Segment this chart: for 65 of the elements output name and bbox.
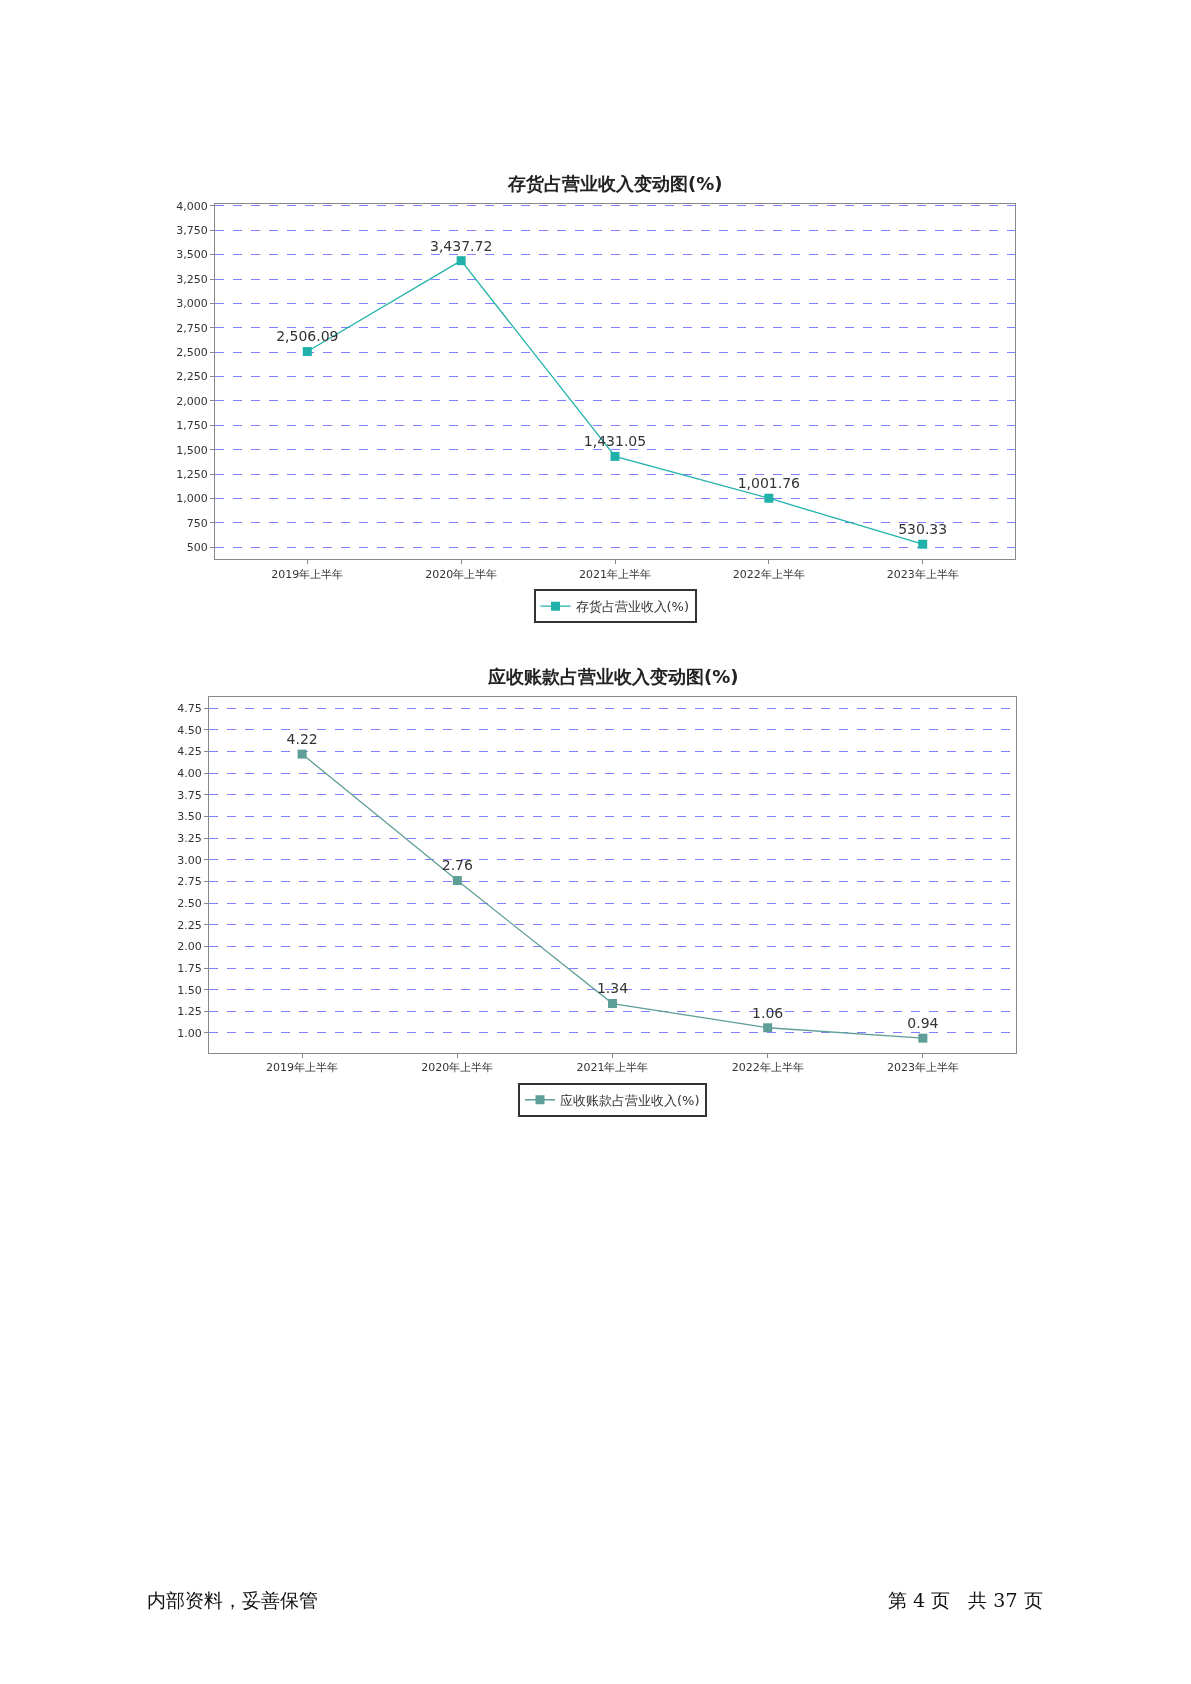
y-tick-label: 2,500	[176, 345, 208, 359]
y-tick-label: 3.50	[177, 810, 202, 824]
y-tick-label: 750	[186, 516, 208, 530]
y-tick-label: 4.25	[177, 745, 202, 759]
y-tick-label: 500	[186, 541, 208, 555]
x-tick-label: 2023年上半年	[886, 567, 959, 581]
data-label: 1.06	[752, 1004, 784, 1021]
x-tick-label: 2021年上半年	[579, 567, 651, 581]
point	[452, 876, 462, 886]
legend-label: 应收账款占营业收入(%)	[560, 1092, 700, 1108]
chart-title: 应收账款占营业收入变动图(%)	[487, 666, 739, 687]
y-tick-label: 1,250	[176, 467, 208, 481]
point	[764, 493, 774, 503]
x-tick-label: 2019年上半年	[266, 1061, 339, 1075]
y-tick-label: 2,250	[176, 370, 208, 384]
y-tick-label: 3.25	[177, 831, 202, 845]
y-tick-label: 1.75	[177, 961, 202, 975]
text: 内部资料，妥善保管	[147, 1589, 318, 1611]
x-tick-label: 2019年上半年	[271, 567, 344, 581]
y-tick-label: 1,750	[176, 419, 208, 433]
legend-label: 存货占营业收入(%)	[575, 599, 689, 615]
y-tick-label: 1.50	[177, 983, 202, 997]
data-label: 1.34	[596, 980, 629, 997]
y-tick-label: 3.75	[177, 788, 202, 802]
point	[297, 749, 307, 759]
point	[302, 347, 312, 357]
point	[608, 999, 617, 1009]
y-tick-label: 2,750	[176, 321, 208, 335]
point	[610, 451, 620, 461]
y-tick-label: 4.00	[177, 767, 202, 780]
y-tick-label: 2.00	[177, 940, 202, 954]
point	[456, 256, 466, 266]
y-tick-label: 3.00	[177, 853, 202, 867]
data-label: 530.33	[898, 521, 948, 538]
y-tick-label: 2.75	[177, 875, 202, 889]
data-label: 3,437.72	[429, 237, 493, 254]
text: 第 4 页 共 37 页	[888, 1589, 1043, 1611]
x-tick-label: 2023年上半年	[886, 1061, 959, 1075]
y-tick-label: 4,000	[176, 199, 208, 213]
data-label: 4.22	[286, 730, 318, 747]
point	[763, 1023, 773, 1033]
x-tick-label: 2022年上半年	[731, 1061, 804, 1075]
y-tick-label: 3,500	[176, 248, 208, 262]
x-tick-label: 2020年上半年	[421, 1061, 494, 1075]
y-tick-label: 1.25	[177, 1005, 202, 1019]
point	[918, 539, 928, 549]
y-tick-label: 3,000	[176, 297, 208, 311]
data-label: 0.94	[907, 1015, 939, 1032]
x-tick-label: 2020年上半年	[425, 567, 498, 581]
x-tick-label: 2021年上半年	[576, 1061, 649, 1075]
y-tick-label: 4.75	[177, 702, 202, 716]
y-tick-label: 2.50	[177, 896, 202, 910]
y-tick-label: 1,000	[176, 492, 208, 506]
y-tick-label: 4.50	[177, 723, 202, 737]
chart-title: 存货占营业收入变动图(%)	[507, 173, 723, 194]
point	[918, 1033, 928, 1043]
y-tick-label: 1.00	[177, 1026, 202, 1040]
y-tick-label: 3,250	[176, 272, 208, 286]
x-tick-label: 2022年上半年	[732, 567, 805, 581]
y-tick-label: 2,000	[176, 394, 208, 408]
data-label: 1,001.76	[737, 475, 801, 492]
y-tick-label: 1,500	[176, 443, 208, 457]
y-tick-label: 3,750	[176, 224, 208, 238]
y-tick-label: 2.25	[177, 918, 202, 932]
data-label: 2.76	[441, 857, 473, 874]
